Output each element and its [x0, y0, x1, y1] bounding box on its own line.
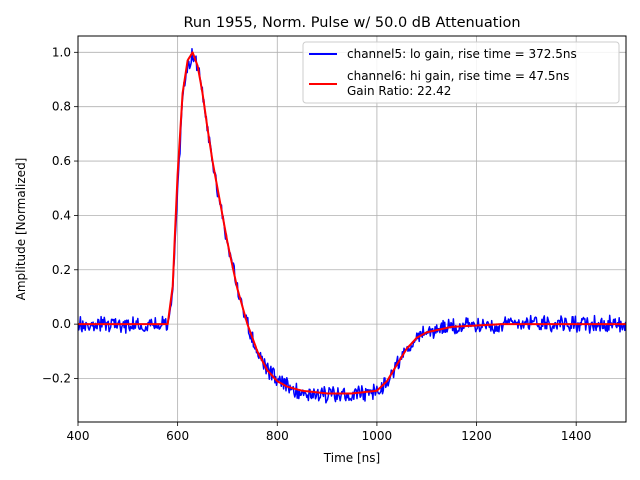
legend-gain-ratio: Gain Ratio: 22.42 [347, 84, 451, 98]
y-tick-label: 0.8 [52, 100, 71, 114]
legend: channel5: lo gain, rise time = 372.5ns c… [302, 41, 620, 104]
y-tick-label: 0.2 [52, 263, 71, 277]
x-axis-label: Time [ns] [323, 451, 380, 465]
plot-frame [77, 35, 627, 423]
chart-title: Run 1955, Norm. Pulse w/ 50.0 dB Attenua… [183, 15, 520, 31]
y-tick-label: 0.6 [52, 154, 71, 168]
series-layer [78, 48, 626, 404]
y-tick-label: 1.0 [52, 45, 71, 59]
x-axis-ticks: 400 600 800 1000 1200 1400 [67, 422, 592, 443]
x-tick-label: 1200 [461, 429, 492, 443]
x-tick-label: 600 [166, 429, 189, 443]
grid-lines [77, 36, 626, 422]
x-tick-label: 800 [266, 429, 289, 443]
y-axis-ticks: −0.2 0.0 0.2 0.4 0.6 0.8 1.0 [42, 45, 78, 386]
x-tick-label: 400 [67, 429, 90, 443]
y-tick-label: 0.4 [52, 208, 71, 222]
y-axis-label: Amplitude [Normalized] [14, 158, 28, 301]
legend-box [302, 41, 620, 104]
y-tick-label: −0.2 [42, 372, 71, 386]
x-tick-label: 1000 [362, 429, 393, 443]
y-tick-label: 0.0 [52, 317, 71, 331]
x-tick-label: 1400 [561, 429, 592, 443]
series-line-channel6 [78, 51, 626, 395]
legend-label-channel5: channel5: lo gain, rise time = 372.5ns [347, 47, 577, 61]
legend-label-channel6: channel6: hi gain, rise time = 47.5ns [347, 69, 569, 83]
